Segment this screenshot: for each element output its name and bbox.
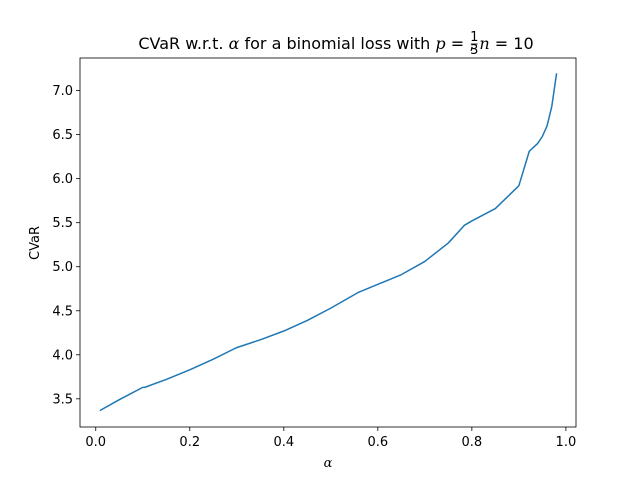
x-tick-label: 0.8 — [462, 435, 483, 450]
title-fraction-denominator: 3 — [470, 43, 478, 58]
title-middle: for a binomial loss with — [239, 34, 435, 53]
title-fraction-numerator: 1 — [470, 30, 478, 45]
x-axis-ticks: 0.0 0.2 0.4 0.6 0.8 1.0 — [85, 427, 576, 450]
plot-area-frame — [79, 57, 577, 428]
y-axis-label: CVaR — [28, 226, 43, 260]
x-tick-label: 1.0 — [556, 435, 577, 450]
x-tick-label: 0.4 — [273, 435, 294, 450]
title-p: p — [435, 34, 445, 53]
y-tick-label: 5.5 — [52, 216, 73, 231]
x-tick-label: 0.2 — [179, 435, 200, 450]
y-tick-label: 4.0 — [52, 348, 73, 363]
title-alpha: α — [229, 34, 240, 53]
y-tick-label: 3.5 — [52, 392, 73, 407]
cvar-series-line — [99, 73, 558, 412]
x-axis-label: α — [324, 456, 333, 471]
y-tick-label: 5.0 — [52, 260, 73, 275]
title-prefix: CVaR w.r.t. — [138, 34, 228, 53]
y-tick-label: 4.5 — [52, 304, 73, 319]
y-tick-label: 6.0 — [52, 172, 73, 187]
title-equals: = — [446, 34, 470, 53]
y-tick-label: 7.0 — [52, 84, 73, 99]
y-axis-ticks: 3.5 4.0 4.5 5.0 5.5 6.0 6.5 7.0 — [52, 84, 80, 407]
title-fraction: 1 3 — [470, 30, 478, 58]
x-tick-label: 0.6 — [367, 435, 388, 450]
y-tick-label: 6.5 — [52, 128, 73, 143]
chart-title: CVaR w.r.t. α for a binomial loss with p… — [138, 34, 533, 53]
title-separator: , — [469, 34, 479, 53]
x-tick-label: 0.0 — [85, 435, 106, 450]
title-n-value: = 10 — [490, 34, 534, 53]
title-n: n — [479, 34, 489, 53]
